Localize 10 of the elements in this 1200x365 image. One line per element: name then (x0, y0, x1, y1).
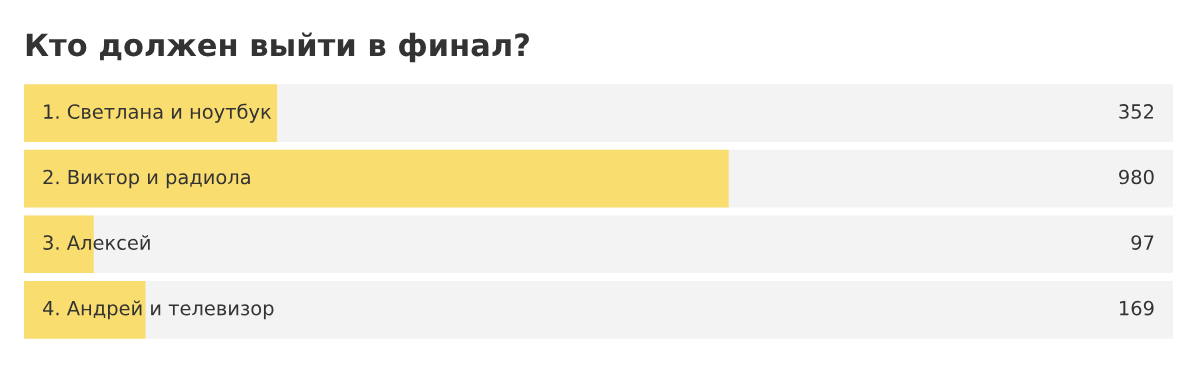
chart-title: Кто должен выйти в финал? (26, 32, 529, 63)
y-tick-label: 1. Светлана и ноутбук (44, 103, 272, 123)
bar (24, 84, 278, 143)
data-label: 352 (1119, 104, 1154, 119)
data-label: 97 (1131, 235, 1154, 250)
data-label: 169 (1119, 300, 1154, 316)
bar (24, 280, 146, 339)
y-tick-label: 4. Андрей и телевизор (42, 300, 274, 320)
y-tick-label: 2. Виктор и радиола (43, 169, 250, 189)
data-label: 980 (1119, 169, 1154, 185)
